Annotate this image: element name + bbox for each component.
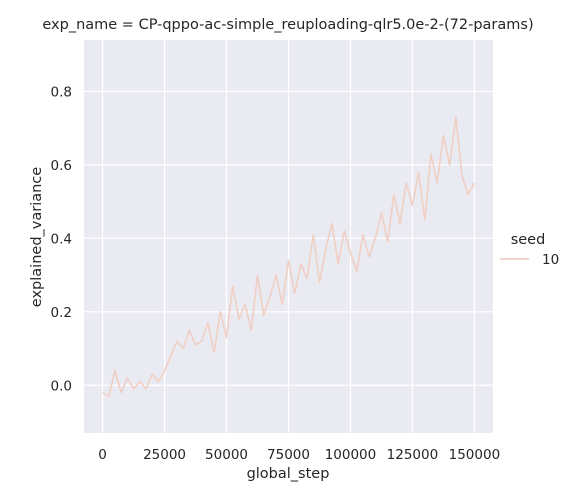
- y-tick-label: 0.4: [51, 231, 72, 247]
- series-line-seed-10: [102, 116, 476, 398]
- legend-title: seed: [511, 232, 546, 248]
- y-axis-label: explained_variance: [29, 167, 45, 307]
- x-tick-label: 0: [98, 447, 107, 463]
- series-layer: [102, 116, 476, 398]
- y-tick-label: 0.0: [51, 378, 72, 394]
- x-tick-label: 25000: [143, 447, 186, 463]
- x-tick-label: 150000: [449, 447, 501, 463]
- x-tick-label: 50000: [205, 447, 248, 463]
- x-tick-label: 100000: [325, 447, 377, 463]
- grid: [84, 40, 493, 433]
- chart-title: exp_name = CP-qppo-ac-simple_reuploading…: [42, 17, 533, 33]
- y-tick-label: 0.8: [51, 84, 72, 100]
- legend: seed 10: [500, 232, 559, 268]
- x-tick-label: 75000: [267, 447, 310, 463]
- legend-entry-seed-10: 10: [542, 252, 559, 268]
- y-axis-ticks: 0.0 0.2 0.4 0.6 0.8: [51, 84, 72, 394]
- y-tick-label: 0.2: [51, 305, 72, 321]
- x-tick-label: 125000: [387, 447, 439, 463]
- x-axis-label: global_step: [247, 466, 330, 482]
- y-tick-label: 0.6: [51, 158, 72, 174]
- x-axis-ticks: 0 25000 50000 75000 100000 125000 150000: [98, 447, 500, 463]
